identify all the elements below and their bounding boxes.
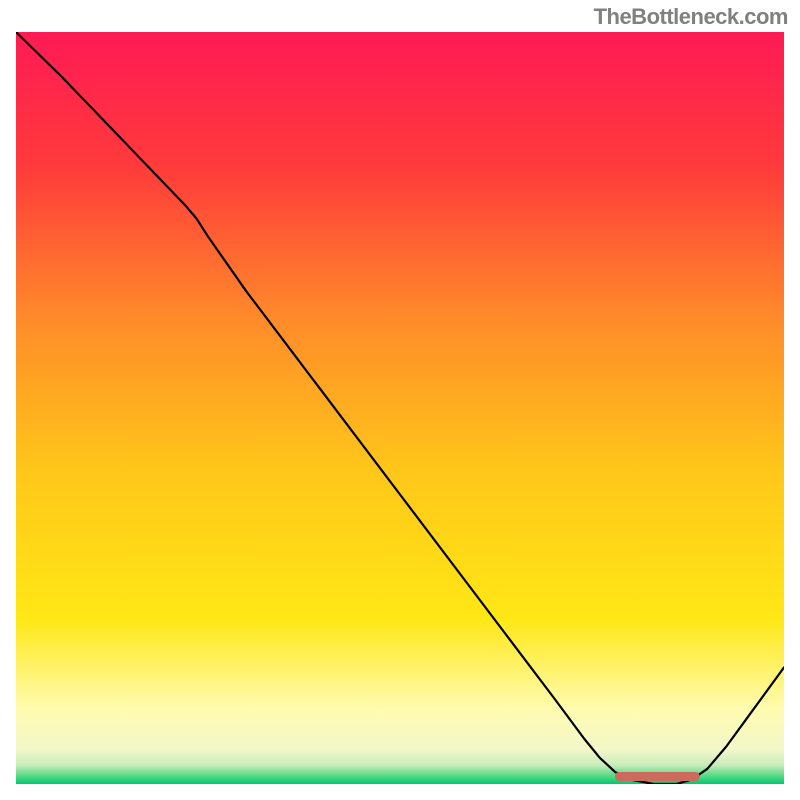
optimal-range-marker [615,772,699,781]
watermark-text: TheBottleneck.com [594,4,788,30]
chart-background [16,32,784,784]
bottleneck-chart [16,32,784,784]
